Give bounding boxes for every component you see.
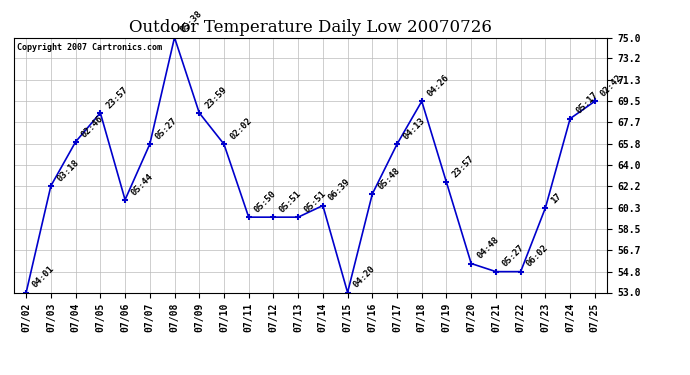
Text: 05:27: 05:27 [154, 116, 179, 141]
Text: 02:46: 02:46 [80, 114, 105, 139]
Text: 06:02: 06:02 [525, 243, 550, 269]
Text: 04:48: 04:48 [475, 236, 501, 261]
Text: 03:18: 03:18 [55, 158, 81, 183]
Text: Copyright 2007 Cartronics.com: Copyright 2007 Cartronics.com [17, 43, 161, 52]
Text: 05:17: 05:17 [574, 90, 600, 116]
Text: 23:59: 23:59 [204, 85, 229, 110]
Text: 05:44: 05:44 [129, 172, 155, 197]
Text: 05:38: 05:38 [179, 9, 204, 35]
Text: 05:51: 05:51 [302, 189, 328, 214]
Text: 02:02: 02:02 [228, 116, 253, 141]
Text: 04:13: 04:13 [401, 116, 426, 141]
Text: 23:57: 23:57 [451, 154, 476, 180]
Text: 04:20: 04:20 [352, 264, 377, 290]
Text: 17: 17 [549, 191, 564, 205]
Text: 04:01: 04:01 [30, 264, 56, 290]
Text: 05:48: 05:48 [377, 166, 402, 191]
Text: 02:42: 02:42 [599, 73, 624, 99]
Text: 05:51: 05:51 [277, 189, 303, 214]
Text: 23:57: 23:57 [104, 85, 130, 110]
Text: 06:39: 06:39 [327, 177, 353, 203]
Text: 05:27: 05:27 [500, 243, 526, 269]
Title: Outdoor Temperature Daily Low 20070726: Outdoor Temperature Daily Low 20070726 [129, 19, 492, 36]
Text: 04:26: 04:26 [426, 73, 451, 99]
Text: 05:50: 05:50 [253, 189, 278, 214]
